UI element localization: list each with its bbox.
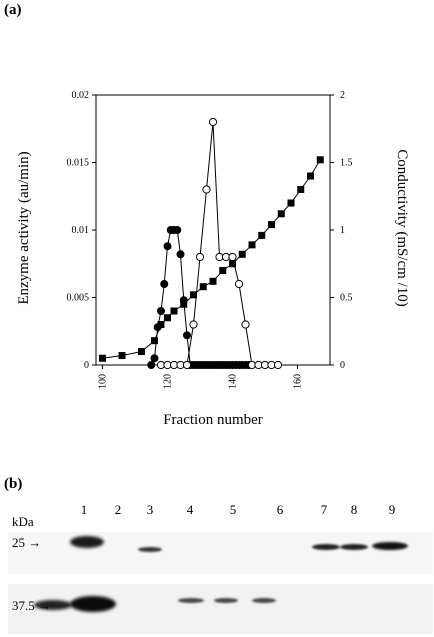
chart-series-lines [102,121,321,366]
lane-number: 4 [186,502,194,517]
series-0-line [150,229,249,366]
series-0-point [183,331,191,340]
band-lower-lane2 [70,596,116,612]
enzyme-conductivity-chart: 0 0.005 0.01 0.015 0.02 0 0.5 1 1.5 2 100 120 140 160… [16,90,410,428]
y-left-tick-label: 0.01 [72,225,90,236]
y-right-tick-label: 2 [340,90,345,101]
lane-number: 3 [146,502,154,517]
series-1-point [202,185,211,194]
series-2-line [102,159,321,359]
y-left-tick-label: 0.005 [67,293,90,304]
chart-series-marks [99,117,324,370]
panel-a-label: (a) [4,2,22,18]
band-upper-lane8 [340,544,368,550]
lane-number: 8 [350,502,358,517]
chart-ticks: 0 0.005 0.01 0.015 0.02 0 0.5 1 1.5 2 100 120 140 160 [67,90,353,389]
series-0-point [176,250,185,259]
band-upper-lane1 [70,536,104,548]
lane-number: 7 [320,502,328,517]
series-2-point [248,241,256,249]
series-2-point [297,186,305,193]
series-0-point [163,242,172,251]
x-tick-label: 160 [293,374,304,389]
y-axis-left-label: Enzyme activity (au/min) [16,151,32,304]
series-2-point [151,337,158,345]
series-2-point [258,231,266,239]
x-axis-label: Fraction number [163,412,263,428]
series-2-point [138,348,145,355]
series-2-point [164,314,171,322]
panel-b-label: (b) [4,476,23,492]
kda-label: kDa [12,514,34,529]
plot-frame [95,94,331,366]
series-1-line [161,121,278,366]
y-left-tick-label: 0.015 [67,158,90,169]
lane-number: 6 [276,502,284,517]
series-0-point [150,354,159,363]
series-2-point [268,221,275,229]
series-2-point [287,199,295,207]
series-1-point [241,320,250,329]
lane-number-row: 1 2 3 4 5 6 7 8 9 [0,502,434,520]
band-upper-lane3 [138,547,162,552]
lane-number: 5 [229,502,237,517]
series-2-point [180,300,188,308]
series-2-point [209,277,217,285]
lane-number: 9 [388,502,396,517]
y-left-tick-label: 0 [84,360,89,371]
series-2-point [170,307,178,315]
band-upper-lane7 [312,544,340,550]
band-lower-lane6 [252,598,276,603]
series-0-point [160,280,169,288]
series-1-point [228,252,237,262]
series-2-point [99,354,106,362]
lane-number: 1 [80,502,88,517]
series-1-point [182,360,192,370]
series-2-point [277,210,285,218]
y-right-tick-label: 0 [340,360,345,371]
x-tick-label: 140 [228,374,239,389]
series-2-point [229,260,236,268]
blot-strip-lower [8,584,433,634]
lane-number: 2 [114,502,122,517]
y-right-tick-label: 0.5 [340,293,353,304]
marker-lower-label: 37.5 → [12,598,51,613]
y-right-tick-label: 1.5 [340,158,353,169]
series-1-point [208,117,218,127]
marker-upper-label: 25 → [12,535,42,550]
series-1-point [189,320,198,329]
x-tick-label: 120 [163,374,174,389]
x-tick-label: 100 [98,374,109,389]
series-1-point [273,360,283,370]
band-lower-lane1 [34,600,72,610]
y-left-tick-label: 0.02 [72,90,90,101]
series-1-point [234,279,244,289]
series-1-point [195,252,205,262]
series-2-point [157,321,165,328]
series-0-point [157,307,165,315]
band-lower-lane5 [214,598,238,603]
band-lower-lane4 [178,598,204,603]
series-2-point [307,172,314,180]
series-2-point [219,267,227,274]
y-axis-right-label: Conductivity (mS/cm /10) [394,149,410,307]
series-2-point [316,156,324,164]
series-2-point [199,283,207,291]
chart-axes [95,94,331,366]
series-2-point [190,291,197,299]
blot-strip-upper [8,532,433,574]
series-0-point [147,361,156,369]
series-0-point [173,226,182,234]
y-right-tick-label: 1 [340,225,345,236]
series-2-point [118,352,126,360]
band-upper-lane9 [372,542,408,550]
series-2-point [238,250,246,258]
